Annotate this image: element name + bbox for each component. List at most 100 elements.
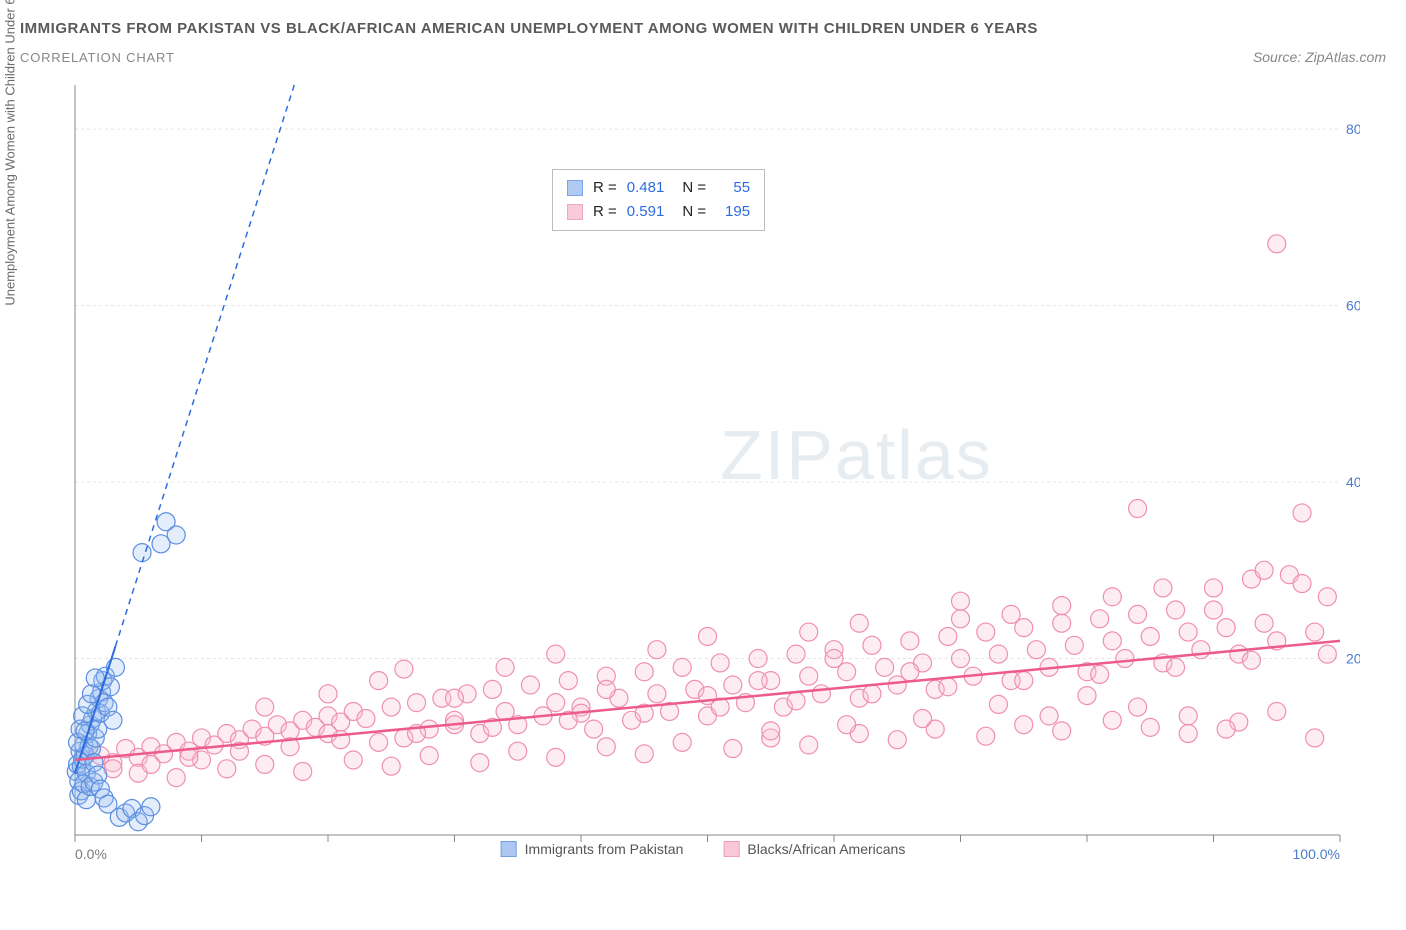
source-label: Source: ZipAtlas.com bbox=[1253, 49, 1386, 65]
stats-n-label: N = bbox=[682, 200, 706, 224]
x-tick-label: 0.0% bbox=[75, 846, 107, 862]
data-point bbox=[382, 698, 400, 716]
data-point bbox=[1217, 720, 1235, 738]
data-point bbox=[370, 672, 388, 690]
data-point bbox=[1179, 623, 1197, 641]
data-point bbox=[1242, 651, 1260, 669]
data-point bbox=[838, 716, 856, 734]
data-point bbox=[319, 685, 337, 703]
data-point bbox=[1065, 636, 1083, 654]
data-point bbox=[1015, 672, 1033, 690]
data-point bbox=[1167, 658, 1185, 676]
data-point bbox=[1192, 641, 1210, 659]
data-point bbox=[1306, 729, 1324, 747]
data-point bbox=[1205, 601, 1223, 619]
data-point bbox=[749, 650, 767, 668]
data-point bbox=[133, 544, 151, 562]
data-point bbox=[142, 755, 160, 773]
data-point bbox=[901, 632, 919, 650]
data-point bbox=[1129, 500, 1147, 518]
stats-n-value: 55 bbox=[716, 176, 750, 200]
data-point bbox=[547, 645, 565, 663]
data-point bbox=[800, 736, 818, 754]
data-point bbox=[749, 672, 767, 690]
data-point bbox=[888, 731, 906, 749]
data-point bbox=[256, 698, 274, 716]
data-point bbox=[825, 650, 843, 668]
legend-swatch bbox=[723, 841, 739, 857]
legend-item-pakistan: Immigrants from Pakistan bbox=[501, 841, 684, 857]
data-point bbox=[344, 751, 362, 769]
data-point bbox=[1091, 610, 1109, 628]
data-point bbox=[1027, 641, 1045, 659]
data-point bbox=[711, 654, 729, 672]
data-point bbox=[496, 658, 514, 676]
chart-title: IMMIGRANTS FROM PAKISTAN VS BLACK/AFRICA… bbox=[20, 20, 1386, 37]
legend-swatch bbox=[501, 841, 517, 857]
data-point bbox=[420, 747, 438, 765]
data-point bbox=[699, 627, 717, 645]
data-point bbox=[787, 645, 805, 663]
data-point bbox=[1053, 614, 1071, 632]
data-point bbox=[1268, 235, 1286, 253]
data-point bbox=[521, 676, 539, 694]
data-point bbox=[1053, 722, 1071, 740]
series-pakistan bbox=[67, 513, 185, 831]
y-axis-label: Unemployment Among Women with Children U… bbox=[3, 0, 18, 306]
data-point bbox=[256, 755, 274, 773]
data-point bbox=[218, 760, 236, 778]
data-point bbox=[1091, 665, 1109, 683]
data-point bbox=[483, 680, 501, 698]
data-point bbox=[800, 623, 818, 641]
data-point bbox=[370, 733, 388, 751]
data-point bbox=[1129, 605, 1147, 623]
data-point bbox=[850, 614, 868, 632]
data-point bbox=[648, 685, 666, 703]
data-point bbox=[597, 680, 615, 698]
legend-label: Blacks/African Americans bbox=[747, 841, 905, 857]
data-point bbox=[635, 745, 653, 763]
data-point bbox=[357, 710, 375, 728]
data-point bbox=[1255, 614, 1273, 632]
data-point bbox=[1255, 561, 1273, 579]
data-point bbox=[1268, 702, 1286, 720]
data-point bbox=[724, 676, 742, 694]
data-point bbox=[673, 733, 691, 751]
data-point bbox=[863, 685, 881, 703]
data-point bbox=[1141, 718, 1159, 736]
trend-line-pakistan-dashed bbox=[115, 85, 294, 646]
data-point bbox=[939, 627, 957, 645]
data-point bbox=[787, 692, 805, 710]
data-point bbox=[104, 711, 122, 729]
stats-r-label: R = bbox=[593, 200, 617, 224]
legend-label: Immigrants from Pakistan bbox=[525, 841, 684, 857]
data-point bbox=[1078, 687, 1096, 705]
y-tick-label: 80.0% bbox=[1346, 121, 1360, 137]
stats-r-value: 0.591 bbox=[627, 200, 665, 224]
data-point bbox=[167, 769, 185, 787]
data-point bbox=[648, 641, 666, 659]
data-point bbox=[1318, 645, 1336, 663]
legend-bottom: Immigrants from Pakistan Blacks/African A… bbox=[501, 841, 906, 857]
data-point bbox=[1217, 619, 1235, 637]
data-point bbox=[1293, 575, 1311, 593]
data-point bbox=[597, 738, 615, 756]
data-point bbox=[446, 689, 464, 707]
y-tick-label: 20.0% bbox=[1346, 651, 1360, 667]
data-point bbox=[294, 762, 312, 780]
x-tick-label: 100.0% bbox=[1293, 846, 1340, 862]
series-black bbox=[91, 235, 1336, 787]
data-point bbox=[989, 645, 1007, 663]
data-point bbox=[989, 695, 1007, 713]
data-point bbox=[863, 636, 881, 654]
stats-r-value: 0.481 bbox=[627, 176, 665, 200]
data-point bbox=[952, 592, 970, 610]
data-point bbox=[509, 742, 527, 760]
y-tick-label: 60.0% bbox=[1346, 298, 1360, 314]
legend-item-black: Blacks/African Americans bbox=[723, 841, 905, 857]
data-point bbox=[635, 663, 653, 681]
data-point bbox=[901, 663, 919, 681]
data-point bbox=[1179, 707, 1197, 725]
data-point bbox=[1318, 588, 1336, 606]
chart-subtitle: CORRELATION CHART bbox=[20, 50, 175, 65]
